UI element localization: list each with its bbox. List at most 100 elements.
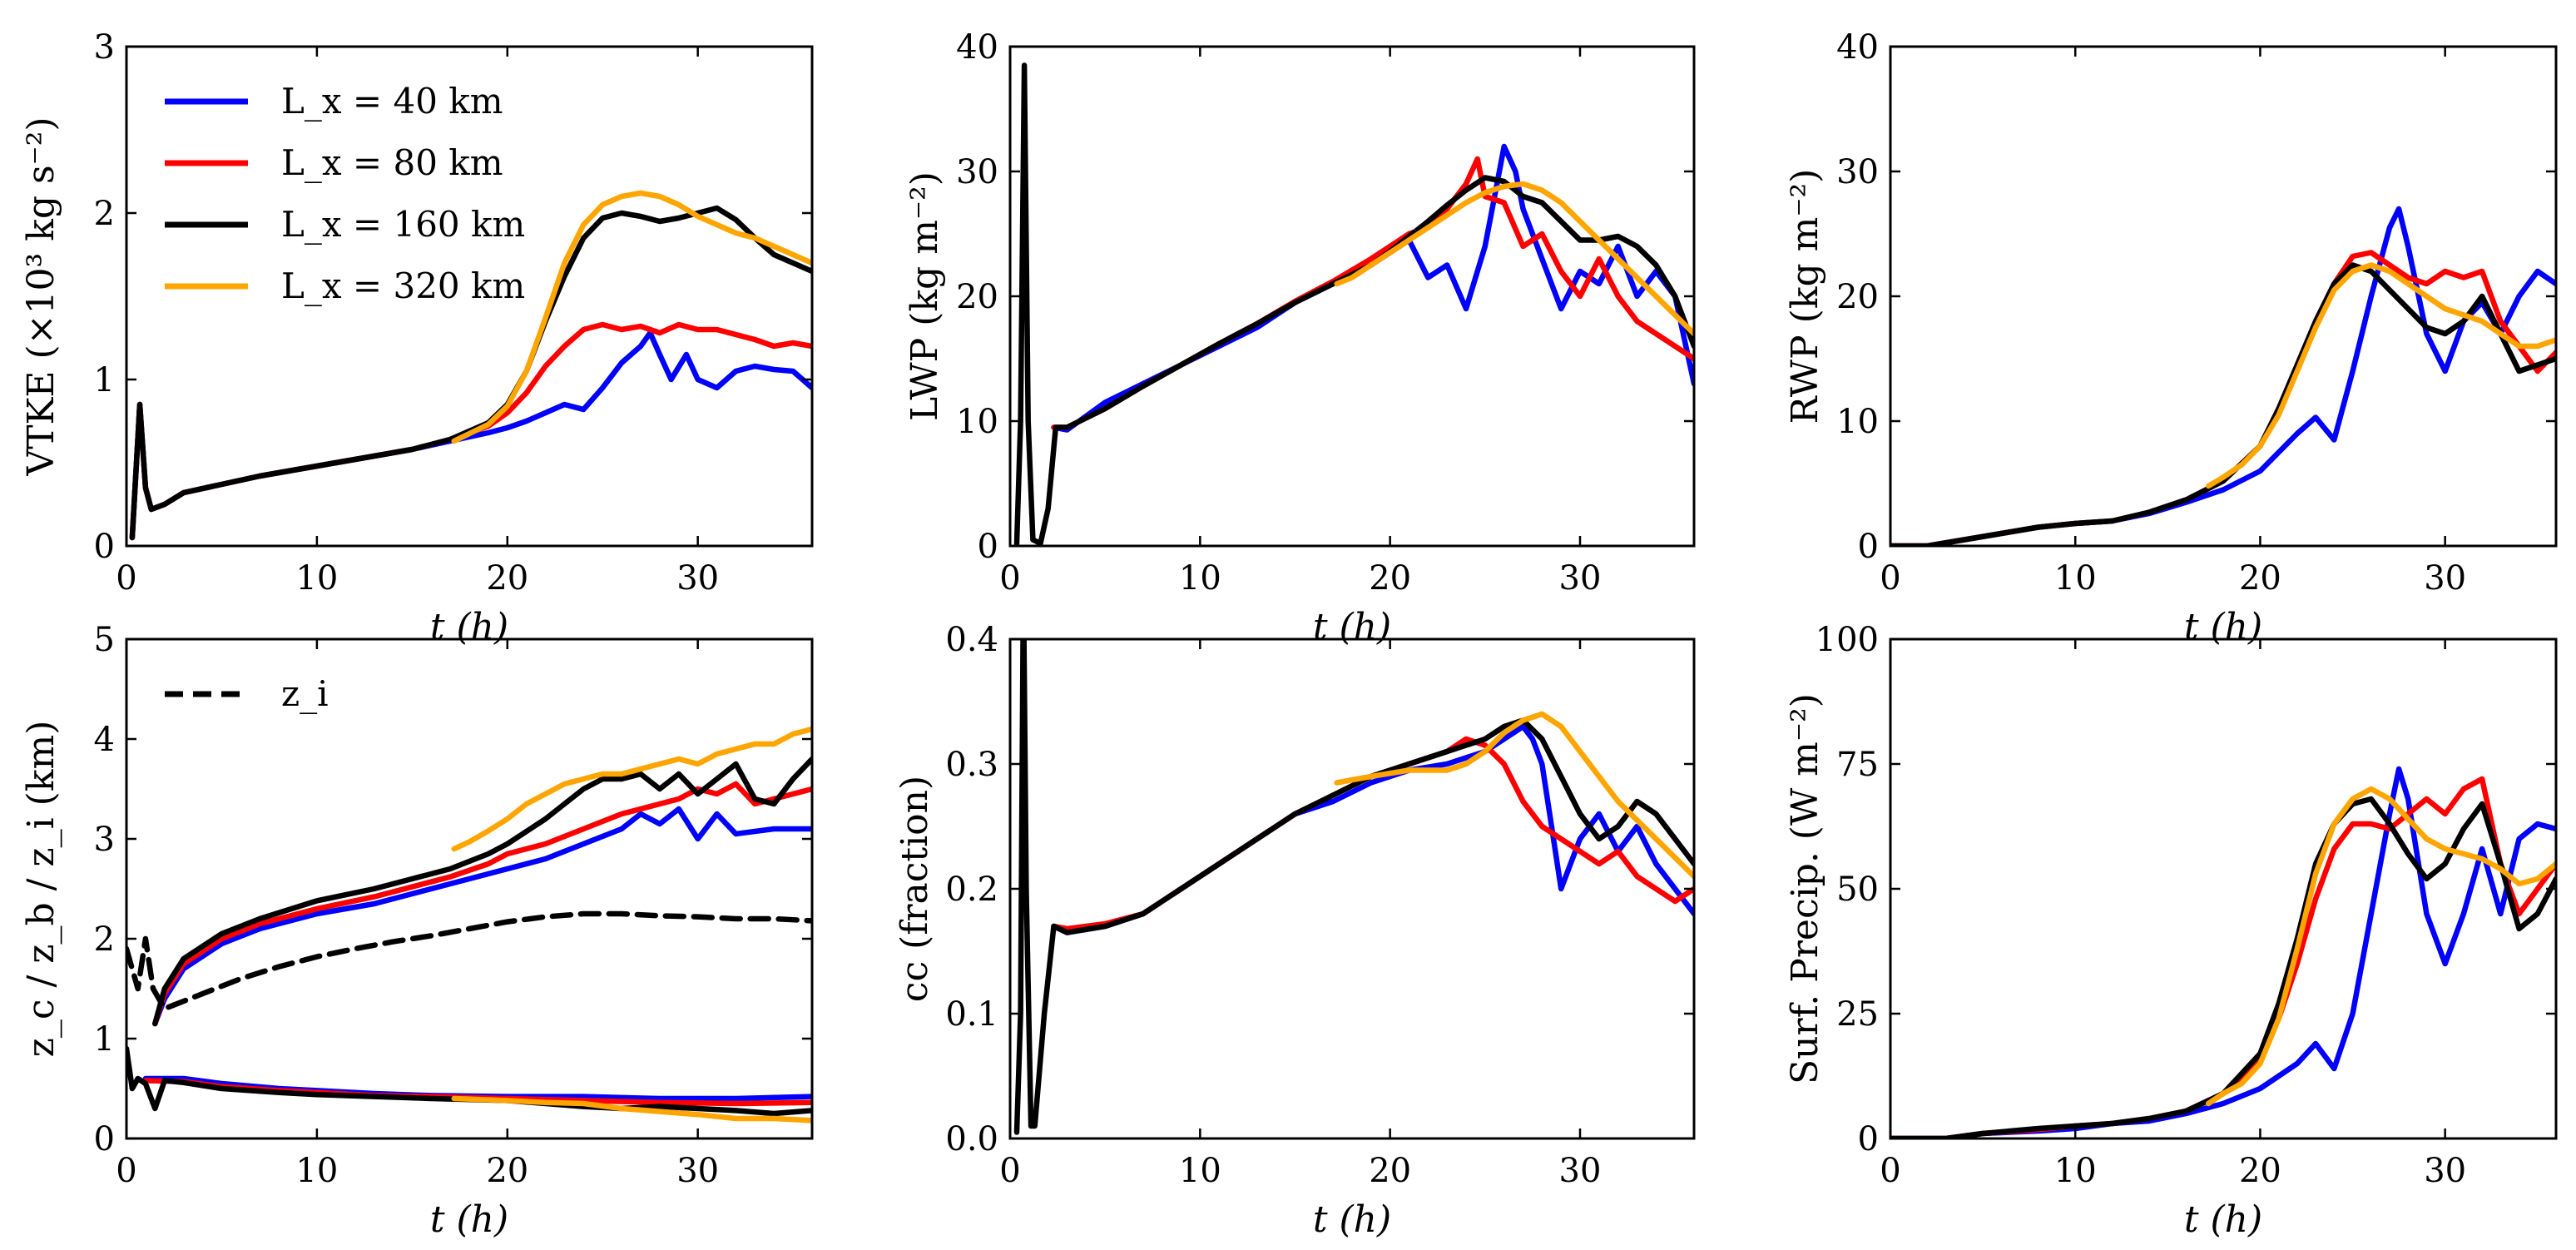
series-line-lwp-2	[1013, 62, 1694, 546]
series-line-rwp-2	[1890, 262, 2556, 546]
y-tick-label: 75	[1836, 746, 1879, 784]
y-axis-label: RWP (kg m⁻²)	[1784, 169, 1826, 424]
y-axis-label: Surf. Precip. (W m⁻²)	[1784, 693, 1826, 1084]
y-axis-label: cc (fraction)	[894, 776, 936, 1002]
x-tick-label: 20	[1369, 559, 1411, 598]
y-tick-label: 100	[1816, 621, 1879, 659]
x-tick-label: 30	[676, 559, 719, 598]
legend-label: L_x = 40 km	[281, 81, 503, 122]
x-tick-label: 20	[486, 559, 528, 598]
series-group	[1013, 639, 1694, 1135]
plot-frame	[125, 637, 814, 1140]
plot-frame	[1008, 45, 1696, 548]
y-tick-label: 3	[94, 28, 115, 67]
series-line-precip-3	[2205, 786, 2556, 1107]
series-line-zc-zb-zi-8	[126, 910, 812, 1012]
y-tick-label: 50	[1836, 871, 1879, 909]
y-tick-label: 25	[1836, 995, 1879, 1034]
x-axis-label: t (h)	[430, 606, 508, 648]
series-line-vtke-3	[451, 190, 812, 444]
x-tick-label: 0	[116, 559, 136, 598]
y-tick-label: 0	[978, 528, 998, 566]
y-tick-label: 0	[1858, 528, 1879, 566]
series-line-rwp-1	[1890, 250, 2556, 546]
y-axis-label: VTKE (×10³ kg s⁻²)	[20, 117, 62, 476]
x-tick-label: 0	[1880, 1152, 1900, 1190]
y-tick-label: 40	[956, 28, 998, 67]
x-tick-label: 20	[2239, 559, 2281, 598]
y-tick-label: 2	[94, 920, 115, 959]
y-axis-label: LWP (kg m⁻²)	[904, 171, 946, 421]
series-line-rwp-3	[2205, 262, 2556, 489]
series-group	[1890, 206, 2556, 546]
legend-label: L_x = 320 km	[281, 265, 525, 306]
series-group	[1013, 62, 1694, 546]
series-line-rwp-0	[1890, 206, 2556, 546]
x-axis-label: t (h)	[430, 1198, 508, 1241]
legend-label: L_x = 80 km	[281, 142, 503, 183]
series-line-precip-0	[1890, 766, 2556, 1138]
y-tick-label: 1	[94, 1020, 115, 1059]
y-tick-label: 0	[94, 1120, 115, 1158]
legend-label: z_i	[281, 673, 329, 714]
series-line-zc-zb-zi-6	[126, 1045, 812, 1117]
y-tick-label: 0	[94, 528, 115, 566]
y-tick-label: 10	[1836, 403, 1879, 441]
series-line-zc-zb-zi-7	[451, 1095, 812, 1124]
plot-frame	[1889, 637, 2558, 1140]
series-line-zc-zb-zi-2	[152, 756, 812, 1027]
panel-precip: 0 10 20 30 0 25 50 75 100 t (h) Surf. Precip. (W m…	[1784, 621, 2558, 1241]
series-group	[129, 190, 812, 541]
y-axis-label: z_c / z_b / z_i (km)	[20, 721, 62, 1058]
y-tick-label: 30	[1836, 153, 1879, 191]
panel-lwp: 0 10 20 30 0 10 20 30 40 t (h) LWP (kg m⁻²)	[904, 28, 1696, 648]
x-tick-label: 0	[1880, 559, 1900, 598]
x-tick-label: 10	[1179, 1152, 1221, 1190]
y-tick-label: 20	[1836, 278, 1879, 316]
series-line-zc-zb-zi-3	[451, 726, 812, 852]
panel-rwp: 0 10 20 30 0 10 20 30 40 t (h) RWP (kg m⁻²)	[1784, 28, 2558, 648]
series-line-cc-2	[1013, 639, 1694, 1135]
x-tick-label: 30	[2424, 1152, 2466, 1190]
x-tick-label: 0	[116, 1152, 136, 1190]
series-line-lwp-1	[1051, 156, 1694, 430]
y-tick-label: 3	[94, 821, 115, 859]
x-tick-label: 20	[486, 1152, 528, 1190]
panel-cc: 0 10 20 30 0.0 0.1 0.2 0.3 0.4 t (h) cc (fraction)	[894, 621, 1696, 1241]
y-tick-label: 0.3	[945, 746, 998, 784]
series-line-cc-3	[1334, 711, 1694, 880]
y-tick-label: 0.4	[945, 621, 998, 659]
y-tick-label: 0.2	[945, 871, 998, 909]
plot-frame	[1889, 45, 2558, 548]
x-axis-label: t (h)	[2184, 606, 2262, 648]
x-tick-label: 10	[295, 1152, 338, 1190]
series-group	[1890, 766, 2556, 1138]
x-tick-label: 0	[999, 1152, 1020, 1190]
series-line-precip-1	[1890, 776, 2556, 1138]
series-group	[126, 726, 812, 1124]
x-axis-label: t (h)	[1313, 1198, 1391, 1241]
plot-frame	[1008, 637, 1696, 1140]
y-tick-label: 0.0	[945, 1120, 998, 1158]
plot-frame	[125, 45, 814, 548]
series-line-vtke-2	[129, 205, 812, 541]
x-tick-label: 30	[1559, 1152, 1602, 1190]
y-tick-label: 2	[94, 195, 115, 233]
x-tick-label: 10	[295, 559, 338, 598]
panel-vtke: 0 10 20 30 0 1 2 3 t (h) VTKE (×10³ kg s⁻²) L_x = …	[20, 28, 814, 648]
y-tick-label: 4	[94, 721, 115, 759]
y-tick-label: 0	[1858, 1120, 1879, 1158]
series-line-cc-0	[1051, 723, 1694, 935]
y-tick-label: 30	[956, 153, 998, 191]
x-tick-label: 0	[999, 559, 1020, 598]
y-tick-label: 20	[956, 278, 998, 316]
x-axis-label: t (h)	[2184, 1198, 2262, 1241]
x-axis-label: t (h)	[1313, 606, 1391, 648]
x-tick-label: 10	[2054, 559, 2097, 598]
x-tick-label: 20	[2239, 1152, 2281, 1190]
x-tick-label: 30	[676, 1152, 719, 1190]
x-tick-label: 30	[1559, 559, 1602, 598]
series-line-zc-zb-zi-0	[152, 806, 812, 1027]
y-tick-label: 10	[956, 403, 998, 441]
